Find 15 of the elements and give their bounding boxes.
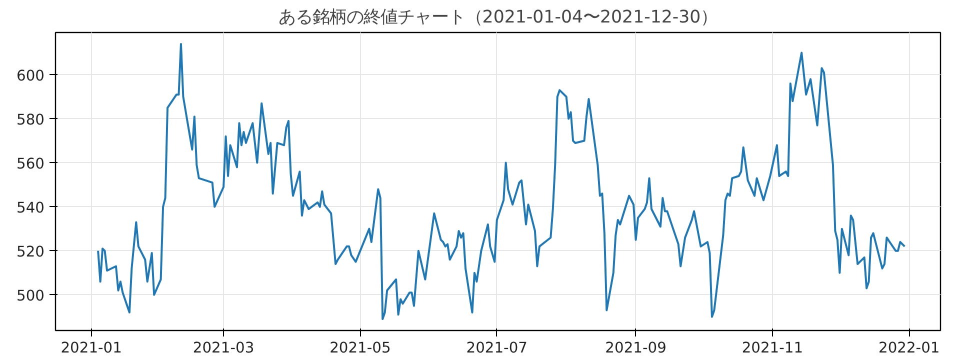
x-tick-label: 2021-07 xyxy=(466,340,528,356)
x-tick-label: 2021-03 xyxy=(192,340,254,356)
y-tick-label: 600 xyxy=(16,67,45,84)
y-tick-label: 580 xyxy=(16,111,45,128)
x-tick-label: 2021-11 xyxy=(742,340,804,356)
y-tick-label: 540 xyxy=(16,199,45,216)
x-tick-label: 2022-01 xyxy=(878,340,940,356)
y-tick-label: 560 xyxy=(16,155,45,172)
x-tick-label: 2021-09 xyxy=(605,340,666,356)
y-tick-label: 520 xyxy=(16,243,45,260)
line-series xyxy=(97,42,906,320)
x-tick-label: 2021-01 xyxy=(60,340,122,356)
chart-title: ある銘柄の終値チャート（2021-01-04〜2021-12-30） xyxy=(278,8,718,28)
y-tick-label: 500 xyxy=(16,287,45,304)
x-tick-label: 2021-05 xyxy=(330,340,391,356)
